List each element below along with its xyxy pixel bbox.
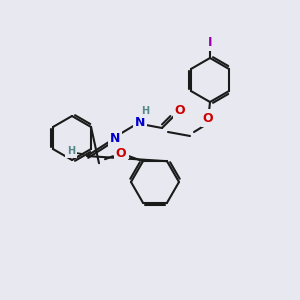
Text: H: H — [119, 147, 127, 157]
Text: N: N — [135, 116, 145, 130]
Text: O: O — [116, 147, 126, 160]
Text: H: H — [67, 146, 75, 156]
Text: N: N — [110, 131, 120, 145]
Text: O: O — [175, 103, 185, 116]
Text: I: I — [208, 35, 212, 49]
Text: O: O — [203, 112, 213, 124]
Text: H: H — [141, 106, 149, 116]
